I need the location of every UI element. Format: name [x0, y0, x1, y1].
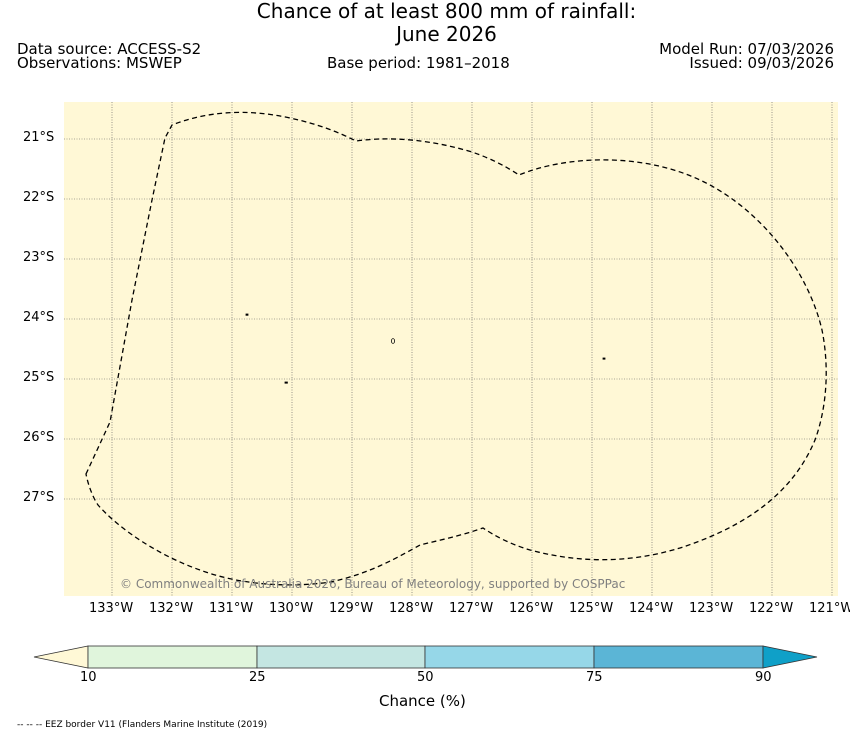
lat-label: 26°S — [23, 430, 55, 445]
map-panel — [64, 102, 838, 596]
lon-label: 123°W — [689, 601, 734, 616]
lon-label: 122°W — [749, 601, 794, 616]
eez-border — [85, 111, 827, 586]
lat-label: 22°S — [23, 190, 55, 205]
lon-label: 121°W — [809, 601, 850, 616]
map-title: Chance of at least 800 mm of rainfall: J… — [0, 0, 850, 46]
colorbar-tick-label: 10 — [80, 670, 97, 685]
island-marker — [245, 313, 249, 316]
colorbar-tick-label: 25 — [249, 670, 266, 685]
lat-label: 24°S — [23, 310, 55, 325]
colorbar-tick-label: 50 — [417, 670, 434, 685]
base-period-text: Base period: 1981–2018 — [327, 54, 510, 72]
title-line-1: Chance of at least 800 mm of rainfall: — [256, 0, 637, 23]
lat-label: 23°S — [23, 250, 55, 265]
colorbar-label: Chance (%) — [379, 692, 466, 710]
title-line-2: June 2026 — [396, 22, 497, 46]
lon-label: 126°W — [509, 601, 554, 616]
lon-label: 133°W — [89, 601, 134, 616]
island-marker — [602, 357, 606, 360]
colorbar-segment — [87, 645, 258, 669]
islands — [245, 313, 606, 384]
issued-text: Issued: 09/03/2026 — [689, 54, 834, 72]
colorbar-tick-label: 75 — [586, 670, 603, 685]
lat-label: 21°S — [23, 130, 55, 145]
lat-label: 25°S — [23, 370, 55, 385]
island-marker — [284, 381, 288, 384]
colorbar-segment — [424, 645, 595, 669]
lon-label: 132°W — [149, 601, 194, 616]
colorbar-segment — [256, 645, 426, 669]
lon-label: 131°W — [209, 601, 254, 616]
lon-label: 124°W — [629, 601, 674, 616]
colorbar-low-arrow — [33, 645, 89, 669]
lon-label: 130°W — [269, 601, 314, 616]
gridlines — [64, 102, 838, 596]
colorbar — [33, 645, 818, 669]
data-source-text: Data source: ACCESS-S2 — [17, 40, 202, 58]
lat-label: 27°S — [23, 490, 55, 505]
copyright-notice: © Commonwealth of Australia 2026, Bureau… — [120, 577, 626, 591]
lon-label: 127°W — [449, 601, 494, 616]
colorbar-tick-label: 90 — [755, 670, 772, 685]
lon-label: 125°W — [569, 601, 614, 616]
colorbar-high-arrow — [762, 645, 818, 669]
lon-label: 128°W — [389, 601, 434, 616]
colorbar-segment — [593, 645, 764, 669]
island-marker — [390, 338, 395, 344]
observations-text: Observations: MSWEP — [17, 54, 182, 72]
eez-footnote: -- -- -- EEZ border V11 (Flanders Marine… — [17, 720, 268, 730]
lon-label: 129°W — [329, 601, 374, 616]
model-run-text: Model Run: 07/03/2026 — [659, 40, 834, 58]
